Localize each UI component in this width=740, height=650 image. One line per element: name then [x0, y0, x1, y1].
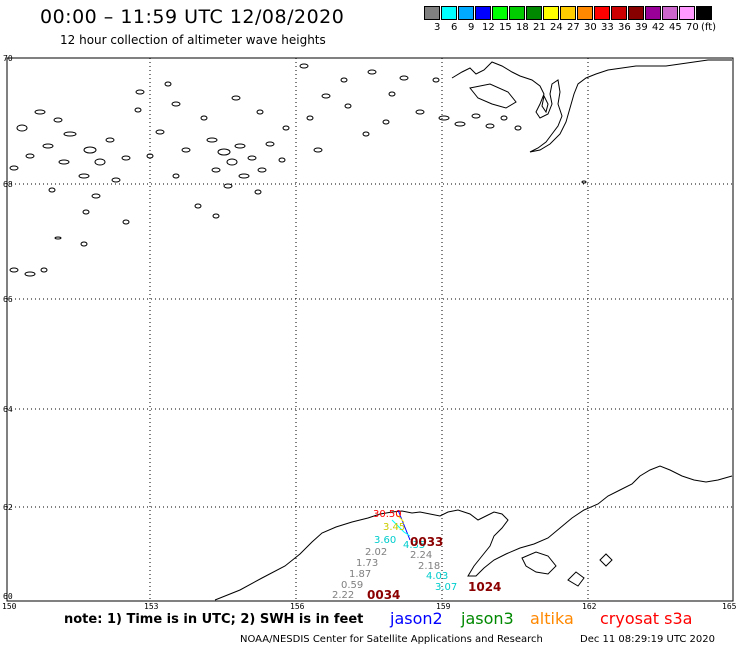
scale-unit-label: (ft) [701, 22, 717, 33]
map-subtitle: 12 hour collection of altimeter wave hei… [60, 33, 326, 47]
track-id-label: 0034 [367, 588, 401, 602]
scale-swatch [611, 6, 627, 20]
wave-height-obs: 1.73 [356, 558, 379, 569]
scale-label: 3 [434, 22, 441, 33]
satellite-label-jason3: jason3 [461, 609, 514, 628]
coastline-north [451, 59, 732, 153]
wave-height-obs: 30.50 [373, 509, 402, 520]
scale-swatch [696, 6, 712, 20]
satellite-label-jason2: jason2 [390, 609, 443, 628]
scale-swatch [628, 6, 644, 20]
wave-height-obs: 3.45 [383, 522, 406, 533]
wave-height-obs: 4.03 [426, 571, 449, 582]
scale-label: 70 [686, 22, 699, 33]
scale-swatch [645, 6, 661, 20]
wave-height-obs: 3.07 [435, 582, 458, 593]
scale-swatch [424, 6, 440, 20]
scale-swatch [679, 6, 695, 20]
lakes [9, 63, 587, 277]
wave-height-obs: 1.87 [349, 569, 372, 580]
wave-height-obs: 2.24 [410, 550, 433, 561]
longitude-label: 156 [290, 602, 305, 611]
scale-label: 6 [451, 22, 458, 33]
scale-swatch [560, 6, 576, 20]
longitude-label: 162 [582, 602, 597, 611]
map-frame [6, 57, 734, 602]
latitude-label: 70 [3, 54, 13, 63]
coastline-lagoon [469, 83, 549, 114]
credit-line: NOAA/NESDIS Center for Satellite Applica… [240, 634, 543, 645]
wave-height-obs: 0.59 [341, 580, 364, 591]
wave-height-obs: 3.60 [374, 535, 397, 546]
wave-height-obs: 2.18 [418, 561, 441, 572]
scale-swatch [441, 6, 457, 20]
scale-label: 36 [618, 22, 631, 33]
scale-swatch [475, 6, 491, 20]
longitude-label: 165 [722, 602, 737, 611]
wave-height-obs: 2.02 [365, 547, 388, 558]
coastline-inner-bay [521, 551, 613, 587]
altimeter-tracks [391, 509, 411, 541]
scale-swatch [492, 6, 508, 20]
scale-label: 12 [482, 22, 495, 33]
scale-label: 27 [567, 22, 580, 33]
scale-label: 39 [635, 22, 648, 33]
generated-timestamp: Dec 11 08:29:19 UTC 2020 [580, 634, 715, 645]
scale-swatch [594, 6, 610, 20]
longitude-label: 153 [144, 602, 159, 611]
scale-swatch [662, 6, 678, 20]
latitude-label: 68 [3, 180, 13, 189]
scale-swatch [577, 6, 593, 20]
map-title: 00:00 – 11:59 UTC 12/08/2020 [40, 6, 345, 28]
longitude-label: 150 [2, 602, 17, 611]
scale-swatch [458, 6, 474, 20]
latitude-label: 66 [3, 295, 13, 304]
scale-label: 15 [499, 22, 512, 33]
wave-height-obs: 2.22 [332, 590, 355, 601]
scale-label: 33 [601, 22, 614, 33]
scale-label: 30 [584, 22, 597, 33]
scale-label: 24 [550, 22, 563, 33]
scale-label: 21 [533, 22, 546, 33]
longitude-label: 159 [436, 602, 451, 611]
scale-label: 18 [516, 22, 529, 33]
track-id-label: 1024 [468, 580, 502, 594]
latitude-label: 64 [3, 405, 13, 414]
scale-swatch [509, 6, 525, 20]
wave-height-obs: 4.35 [403, 540, 426, 551]
scale-swatch [543, 6, 559, 20]
latitude-label: 62 [3, 503, 13, 512]
footnote: note: 1) Time is in UTC; 2) SWH is in fe… [64, 612, 364, 627]
latitude-label: 60 [3, 592, 13, 601]
satellite-label-altika: altika [530, 609, 574, 628]
scale-label: 9 [468, 22, 475, 33]
coastline-alaska-peninsula [214, 465, 733, 601]
scale-label: 42 [652, 22, 665, 33]
scale-swatch [526, 6, 542, 20]
lat-lon-grid [7, 58, 733, 601]
track-id-label: 0033 [410, 535, 444, 549]
scale-label: 45 [669, 22, 682, 33]
satellite-label-cryosat-s3a: cryosat s3a [600, 609, 693, 628]
